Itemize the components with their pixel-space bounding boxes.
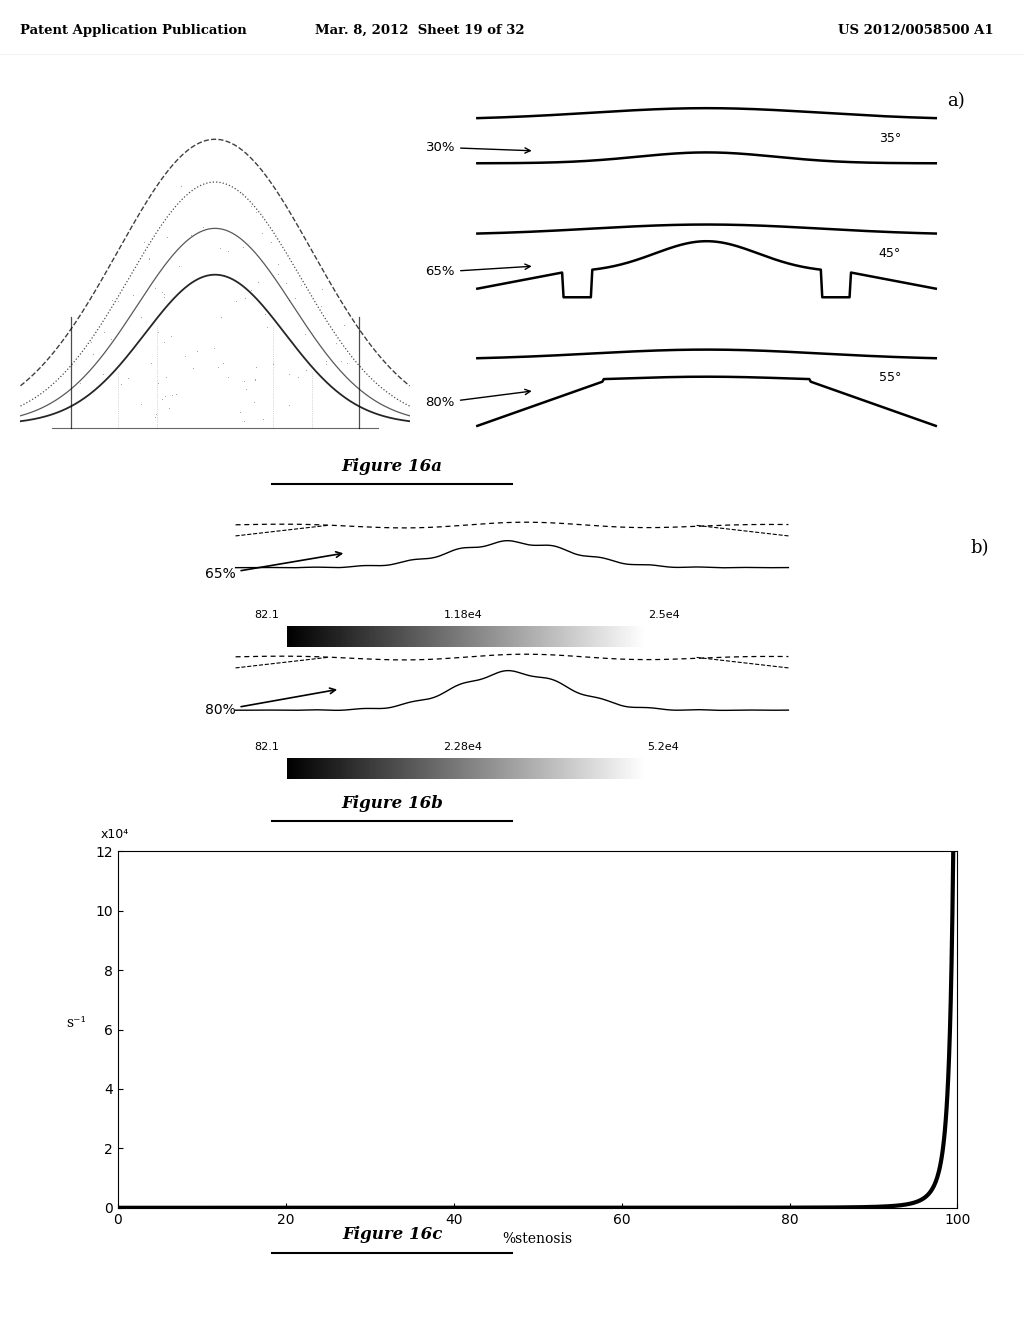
X-axis label: %stenosis: %stenosis: [503, 1232, 572, 1246]
Text: US 2012/0058500 A1: US 2012/0058500 A1: [838, 24, 993, 37]
Text: x10⁴: x10⁴: [101, 828, 129, 841]
Text: 65%: 65%: [205, 552, 342, 581]
Text: 80%: 80%: [205, 688, 336, 717]
Text: 45°: 45°: [879, 247, 901, 260]
Text: 2.5e4: 2.5e4: [647, 610, 680, 620]
Text: 5.2e4: 5.2e4: [647, 742, 680, 752]
Text: b): b): [971, 539, 989, 557]
Text: 1.18e4: 1.18e4: [443, 610, 482, 620]
Text: 35°: 35°: [879, 132, 901, 144]
Text: 2.28e4: 2.28e4: [443, 742, 482, 752]
Text: 55°: 55°: [879, 371, 901, 384]
Text: Figure 16b: Figure 16b: [341, 795, 443, 812]
Text: a): a): [947, 91, 965, 110]
Text: 82.1: 82.1: [254, 742, 279, 752]
Y-axis label: s⁻¹: s⁻¹: [66, 1015, 86, 1030]
Text: 80%: 80%: [426, 389, 530, 409]
Text: 65%: 65%: [426, 264, 530, 279]
Text: Figure 16c: Figure 16c: [342, 1226, 442, 1243]
Text: 30%: 30%: [426, 141, 530, 154]
Text: Mar. 8, 2012  Sheet 19 of 32: Mar. 8, 2012 Sheet 19 of 32: [315, 24, 524, 37]
Text: Figure 16a: Figure 16a: [342, 458, 442, 475]
Text: 82.1: 82.1: [254, 610, 279, 620]
Text: Patent Application Publication: Patent Application Publication: [20, 24, 247, 37]
